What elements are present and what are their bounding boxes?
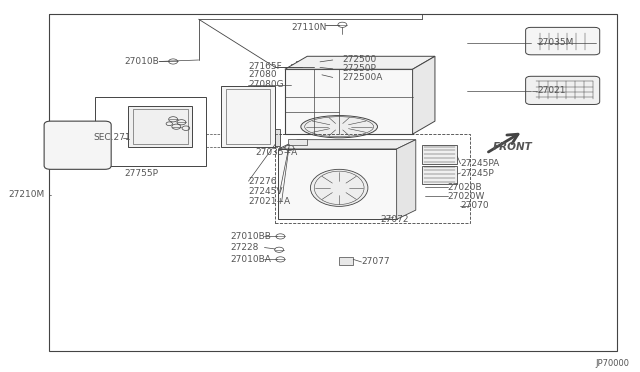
Text: 27021+A: 27021+A (248, 197, 291, 206)
Text: 27010BB: 27010BB (230, 232, 271, 241)
FancyBboxPatch shape (44, 121, 111, 169)
Polygon shape (397, 140, 416, 219)
Bar (296, 61, 305, 65)
Bar (49, 14, 617, 351)
Bar (278, 149, 397, 219)
Text: 27035M: 27035M (537, 38, 573, 47)
Bar (422, 145, 458, 164)
Text: 27070: 27070 (461, 201, 489, 210)
Text: 27250P: 27250P (342, 64, 376, 73)
Text: 27165F: 27165F (248, 62, 282, 71)
Text: 27228: 27228 (230, 243, 259, 252)
Bar (422, 166, 458, 184)
Text: 27021: 27021 (537, 86, 566, 95)
Bar (221, 86, 275, 147)
Bar (288, 138, 307, 145)
Text: 27245P: 27245P (461, 169, 494, 177)
Text: 27020B: 27020B (448, 183, 483, 192)
Text: JP70000: JP70000 (596, 359, 630, 368)
Bar (275, 129, 280, 146)
Ellipse shape (310, 169, 368, 206)
Text: 27077: 27077 (362, 257, 390, 266)
Text: 27110N: 27110N (291, 23, 326, 32)
Bar (226, 89, 270, 144)
Text: 27072: 27072 (381, 215, 409, 224)
Bar (275, 134, 470, 223)
Text: 27080: 27080 (248, 70, 277, 79)
Text: 27035+A: 27035+A (255, 148, 297, 157)
FancyBboxPatch shape (525, 76, 600, 105)
Bar (129, 106, 192, 147)
Text: 272500A: 272500A (342, 73, 383, 82)
Bar (133, 109, 188, 144)
Bar (285, 69, 413, 134)
Polygon shape (285, 56, 435, 69)
Ellipse shape (301, 116, 378, 138)
Text: 27010BA: 27010BA (230, 255, 271, 264)
Text: 27080G: 27080G (248, 80, 284, 89)
Bar (95, 97, 206, 166)
Bar (291, 64, 307, 71)
Text: SEC.271: SEC.271 (93, 133, 131, 142)
Bar (291, 81, 307, 87)
Bar (314, 58, 328, 67)
Text: 27010B: 27010B (124, 57, 159, 66)
Text: 27210M: 27210M (8, 190, 45, 199)
Text: 27276: 27276 (248, 177, 277, 186)
Bar (339, 257, 353, 265)
Text: FRONT: FRONT (492, 142, 532, 152)
Text: 272500: 272500 (342, 55, 376, 64)
Text: 27245V: 27245V (248, 187, 283, 196)
Text: 27245PA: 27245PA (461, 159, 500, 168)
Polygon shape (278, 140, 416, 149)
Polygon shape (413, 56, 435, 134)
FancyBboxPatch shape (525, 28, 600, 55)
Text: 27755P: 27755P (124, 169, 158, 178)
Text: 27020W: 27020W (448, 192, 485, 201)
